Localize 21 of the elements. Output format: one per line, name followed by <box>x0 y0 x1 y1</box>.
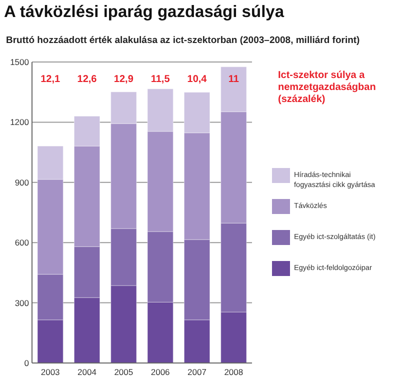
annotation: 12,9 <box>114 74 134 85</box>
annotation: 11,5 <box>150 74 170 85</box>
annotation: 12,1 <box>40 74 60 85</box>
annotation: 12,6 <box>77 74 98 85</box>
x-tick-label: 2005 <box>114 367 134 377</box>
x-tick-label: 2003 <box>40 367 60 377</box>
y-tick-label: 1200 <box>10 117 30 128</box>
chart-subtitle: Bruttó hozzáadott érték alakulása az ict-szektorban (2003–2008, milliárd forint) <box>6 35 360 46</box>
y-tick-label: 900 <box>14 177 30 188</box>
x-tick-label: 2007 <box>188 367 207 377</box>
y-tick-label: 0 <box>24 358 30 368</box>
annotation: 11 <box>228 74 240 85</box>
annotation: 10,4 <box>187 74 208 85</box>
x-tick-label: 2008 <box>224 367 244 377</box>
x-tick-label: 2004 <box>78 367 97 377</box>
y-tick-label: 600 <box>14 238 30 248</box>
y-tick-label: 300 <box>14 298 30 308</box>
y-tick-label: 1500 <box>10 57 30 67</box>
x-tick-label: 2006 <box>150 367 170 377</box>
chart-title: A távközlési iparág gazdasági súlya <box>4 3 285 21</box>
text: Ict-szektor súlya a nemzetgazdaságban (százalék) <box>278 70 376 105</box>
